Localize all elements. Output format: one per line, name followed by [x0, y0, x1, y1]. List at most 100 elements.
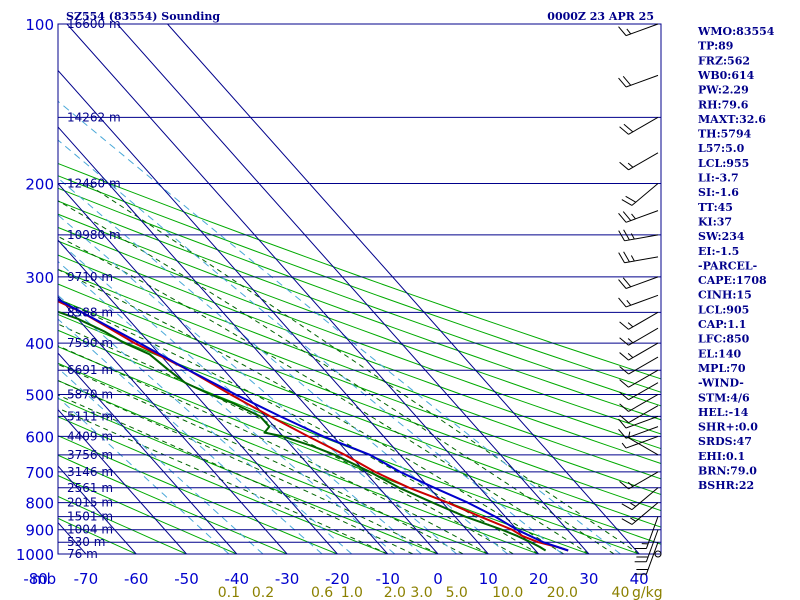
height-label: 7590 m — [67, 336, 113, 350]
wind-barb-staff — [631, 183, 659, 206]
index-item: CINH:15 — [698, 289, 752, 302]
wind-barb-flag — [618, 230, 625, 242]
pressure-tick-label: 900 — [25, 522, 54, 540]
wind-barb-flag — [622, 211, 632, 221]
pressure-tick-label: 200 — [25, 176, 54, 194]
isotherm — [116, 24, 590, 554]
wind-barb-flag — [619, 321, 629, 330]
plot-frame — [57, 23, 662, 555]
pressure-tick-label: 500 — [25, 386, 54, 404]
wind-barb-flag — [619, 366, 629, 375]
index-item: L57:5.0 — [698, 142, 745, 155]
wind-barb-flag — [618, 26, 627, 36]
isotherm — [58, 69, 489, 554]
index-item: LFC:850 — [698, 333, 750, 346]
wind-barb-flag — [622, 277, 632, 288]
height-label: 6691 m — [67, 363, 113, 377]
height-label: 10980 m — [67, 228, 121, 242]
wind-barb-flag — [623, 229, 630, 241]
mixing-ratio-tick-label: 5.0 — [446, 585, 468, 600]
wind-barb-flag — [619, 126, 629, 135]
pressure-tick-label: 800 — [25, 495, 54, 513]
mixing-ratio-tick-label: 0.6 — [311, 585, 333, 600]
temperature-tick-label: -10 — [375, 570, 400, 588]
wind-barb-flag — [618, 212, 627, 223]
wind-barb-flag — [618, 418, 627, 429]
index-item: MAXT:32.6 — [698, 113, 766, 126]
wind-barb-staff — [628, 342, 659, 361]
mixing-ratio-tick-label: 0.1 — [218, 585, 240, 600]
pressure-tick-label: 1000 — [16, 546, 54, 564]
wind-barb-flag — [618, 297, 627, 308]
index-item: BRN:79.0 — [698, 465, 757, 478]
wind-barb-flag — [619, 379, 629, 388]
wind-barb-staff — [628, 369, 659, 388]
wind-barb-flag — [623, 251, 630, 263]
wind-barb-flag — [625, 195, 637, 203]
wind-barb-half-flag — [627, 162, 634, 168]
wind-calm — [654, 550, 662, 558]
profile-line-0 — [58, 300, 569, 552]
index-item: -PARCEL- — [698, 259, 757, 272]
wind-barb-flag — [618, 77, 627, 88]
index-item: EHI:0.1 — [698, 450, 745, 463]
mixing-ratio-tick-label: 10.0 — [492, 585, 523, 600]
chart-title: SZ554 (83554) Sounding — [66, 10, 220, 23]
wind-barb-staff — [625, 426, 659, 439]
mixing-ratio-tick-label: 3.0 — [410, 585, 432, 600]
wind-barb-staff — [625, 294, 659, 308]
index-item: TH:5794 — [698, 128, 752, 141]
height-label: 5111 m — [67, 409, 113, 423]
temperature-tick-label: 0 — [433, 570, 443, 588]
height-label: 4409 m — [67, 429, 113, 443]
index-item: CAP:1.1 — [698, 318, 746, 331]
sounding-profiles — [58, 298, 569, 552]
wind-barb-staff — [628, 382, 659, 401]
wind-barb-half-flag — [630, 255, 635, 262]
chart-timestamp: 0000Z 23 APR 25 — [547, 10, 654, 23]
wind-barb-staff — [645, 529, 659, 562]
wind-barb-staff — [628, 152, 659, 171]
height-labels: 16600 m 14262 m 12460 m 10980 m 9710 m 8588 m… — [67, 17, 121, 561]
pressure-axis: 100 200 300 400 500 600 700 800 900 1000 mb — [16, 16, 56, 588]
wind-barb-flag — [619, 480, 629, 490]
temperature-tick-label: -60 — [124, 570, 149, 588]
isotherm — [58, 408, 187, 554]
index-item: WB0:614 — [697, 69, 755, 82]
temperature-tick-label: -20 — [325, 570, 350, 588]
mixing-ratio-axis: 0.1 0.2 0.6 1.0 2.0 3.0 5.0 10.0 20.0 40 g/kg — [218, 585, 663, 600]
height-label: 2561 m — [67, 481, 113, 495]
index-item: TP:89 — [698, 40, 733, 53]
height-label: 14262 m — [67, 110, 121, 124]
mixing-ratio-tick-label: 40 — [612, 585, 630, 600]
index-item: WMO:83554 — [697, 25, 775, 38]
index-item: BSHR:22 — [698, 479, 754, 492]
wind-barb-staff — [625, 435, 659, 449]
height-label: 1501 m — [67, 510, 113, 524]
isotherm — [58, 239, 338, 554]
wind-barb-flag — [619, 391, 629, 401]
temperature-tick-label: -40 — [225, 570, 250, 588]
height-label: 3756 m — [67, 448, 113, 462]
wind-barb-staff — [625, 415, 659, 429]
index-item: RH:79.6 — [698, 98, 749, 111]
wind-barb-staff — [631, 487, 659, 511]
height-label: 76 m — [67, 547, 98, 561]
temperature-tick-label: -30 — [275, 570, 300, 588]
index-item: KI:37 — [698, 215, 732, 228]
index-item: FRZ:562 — [698, 54, 750, 67]
isotherm — [58, 182, 389, 554]
wind-barb-flag — [618, 252, 625, 264]
index-item: SW:234 — [698, 230, 745, 243]
temperature-tick-label: -50 — [174, 570, 199, 588]
index-item: SI:-1.6 — [698, 186, 739, 199]
isotherm — [58, 352, 238, 554]
index-item: PW:2.29 — [698, 84, 749, 97]
pressure-tick-label: 100 — [25, 16, 54, 34]
mixing-ratio-unit-label: g/kg — [632, 585, 663, 600]
wind-barb-flag — [621, 518, 633, 525]
wind-barb-staff — [624, 256, 659, 264]
height-label: 1004 m — [67, 523, 113, 537]
height-label: 2015 m — [67, 496, 113, 510]
